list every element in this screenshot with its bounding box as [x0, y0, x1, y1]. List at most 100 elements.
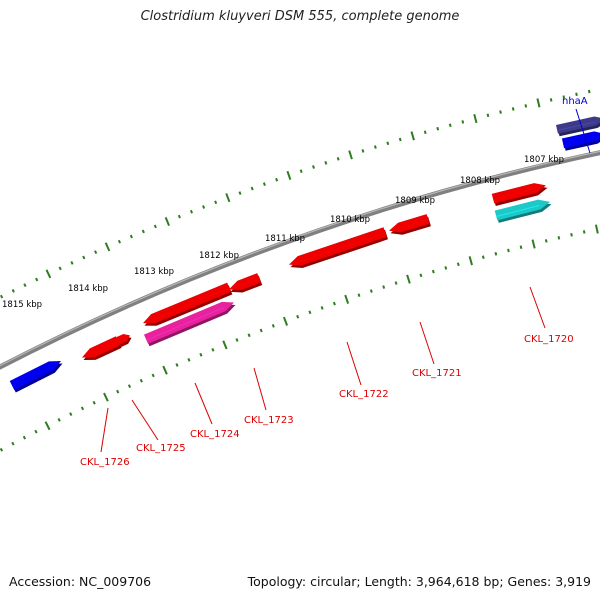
minor-tick	[299, 169, 303, 174]
gene-leader-line	[194, 382, 213, 425]
minor-tick	[262, 182, 266, 186]
minor-tick	[394, 281, 398, 285]
minor-tick	[11, 288, 15, 293]
minor-tick	[312, 165, 315, 169]
major-tick	[468, 256, 473, 266]
minor-tick	[34, 429, 38, 434]
gene-label: CKL_1722	[339, 389, 389, 400]
minor-tick	[481, 255, 485, 260]
minor-tick	[436, 126, 440, 131]
minor-tick	[57, 417, 61, 422]
gene-CKL_1720	[491, 183, 548, 207]
minor-tick	[587, 89, 591, 94]
major-tick	[104, 242, 111, 252]
minor-tick	[308, 310, 312, 315]
minor-tick	[238, 191, 242, 195]
minor-tick	[151, 373, 155, 378]
minor-tick	[456, 262, 460, 267]
genome-backbone	[0, 150, 600, 370]
minor-tick	[141, 229, 145, 234]
major-tick	[286, 170, 292, 181]
minor-tick	[336, 156, 340, 161]
major-tick	[225, 193, 231, 203]
minor-tick	[575, 92, 578, 97]
minor-tick	[332, 301, 336, 306]
major-tick	[45, 269, 52, 279]
gene-label: CKL_1725	[136, 443, 186, 454]
minor-tick	[448, 123, 452, 128]
minor-tick	[82, 255, 86, 260]
major-tick	[406, 274, 411, 284]
minor-tick	[0, 447, 4, 452]
gene-label: CKL_1720	[524, 334, 574, 345]
minor-tick	[461, 120, 465, 124]
gene-forward-left	[9, 360, 63, 393]
minor-tick	[324, 161, 328, 165]
minor-tick	[92, 400, 96, 405]
gene-CKL_1721	[389, 214, 431, 235]
minor-tick	[511, 107, 515, 111]
accession-text: Accession: NC_009706	[9, 574, 152, 589]
major-tick	[531, 239, 536, 249]
minor-tick	[296, 314, 300, 319]
topology-text: Topology: circular; Length: 3,964,618 bp…	[247, 574, 591, 589]
major-tick	[594, 224, 599, 234]
minor-tick	[211, 347, 215, 352]
minor-tick	[235, 338, 239, 342]
minor-tick	[423, 130, 427, 135]
major-tick	[103, 392, 109, 402]
major-tick	[348, 150, 353, 160]
minor-tick	[153, 224, 157, 229]
gene-CKL_1720-alt	[494, 199, 552, 223]
gene-CKL_1723	[229, 273, 263, 293]
minor-tick	[127, 384, 132, 389]
minor-tick	[214, 200, 218, 205]
kbp-label: 1814 kbp	[68, 284, 108, 294]
minor-tick	[116, 389, 120, 394]
kbp-label: 1807 kbp	[524, 155, 564, 165]
gene-label: CKL_1721	[412, 368, 462, 379]
minor-tick	[398, 137, 402, 142]
minor-tick	[69, 412, 73, 416]
major-tick	[410, 131, 415, 141]
major-tick	[164, 216, 170, 227]
gene-label: CKL_1724	[190, 429, 240, 440]
gene-leader-line	[100, 407, 109, 453]
gene-CKL_1726	[82, 336, 122, 361]
minor-tick	[80, 406, 85, 411]
minor-tick	[444, 266, 448, 270]
minor-tick	[419, 273, 423, 278]
major-tick	[222, 340, 228, 350]
gene-label-nhaA: nhaA	[562, 96, 588, 107]
gene-label: CKL_1723	[244, 415, 294, 426]
major-tick	[282, 316, 289, 326]
gene-CKL_1724	[143, 282, 233, 326]
minor-tick	[320, 306, 324, 310]
minor-tick	[0, 294, 4, 299]
minor-tick	[549, 98, 553, 102]
minor-tick	[187, 357, 191, 362]
minor-tick	[22, 435, 27, 440]
minor-tick	[129, 234, 133, 239]
gene-CKL_1725	[116, 333, 132, 347]
major-tick	[473, 113, 478, 124]
minor-tick	[11, 441, 15, 446]
kbp-label: 1808 kbp	[460, 176, 500, 186]
minor-tick	[373, 145, 377, 149]
minor-tick	[35, 277, 39, 282]
minor-tick	[139, 378, 143, 383]
kbp-label: 1812 kbp	[199, 251, 239, 261]
gene-CKL_1724-alt	[143, 301, 236, 347]
gene-label: CKL_1726	[80, 457, 130, 468]
minor-tick	[562, 95, 566, 99]
minor-tick	[275, 177, 279, 182]
minor-tick	[386, 141, 390, 146]
minor-tick	[94, 250, 98, 255]
minor-tick	[544, 239, 548, 243]
minor-tick	[582, 230, 586, 234]
minor-tick	[117, 239, 121, 244]
minor-tick	[357, 293, 361, 298]
gene-leader-line	[131, 399, 159, 441]
kbp-label: 1815 kbp	[2, 300, 42, 310]
minor-tick	[486, 113, 490, 118]
